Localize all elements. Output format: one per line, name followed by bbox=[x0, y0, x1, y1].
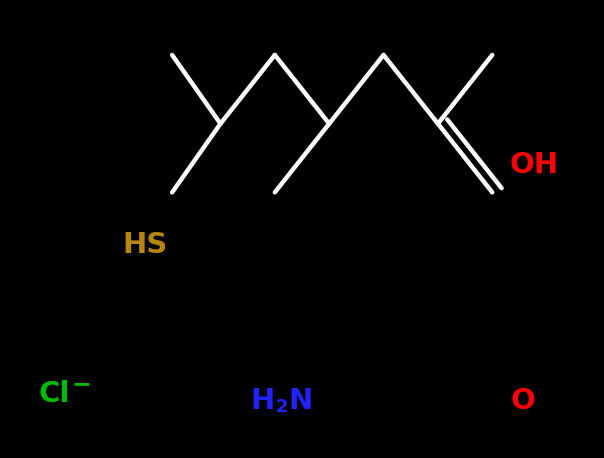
Text: −: − bbox=[72, 372, 91, 396]
Text: O: O bbox=[510, 387, 535, 415]
Text: H: H bbox=[251, 387, 275, 415]
Text: Cl: Cl bbox=[39, 380, 70, 408]
Text: N: N bbox=[288, 387, 312, 415]
Text: OH: OH bbox=[510, 151, 559, 179]
Text: HS: HS bbox=[123, 231, 167, 259]
Text: 2: 2 bbox=[276, 398, 288, 416]
